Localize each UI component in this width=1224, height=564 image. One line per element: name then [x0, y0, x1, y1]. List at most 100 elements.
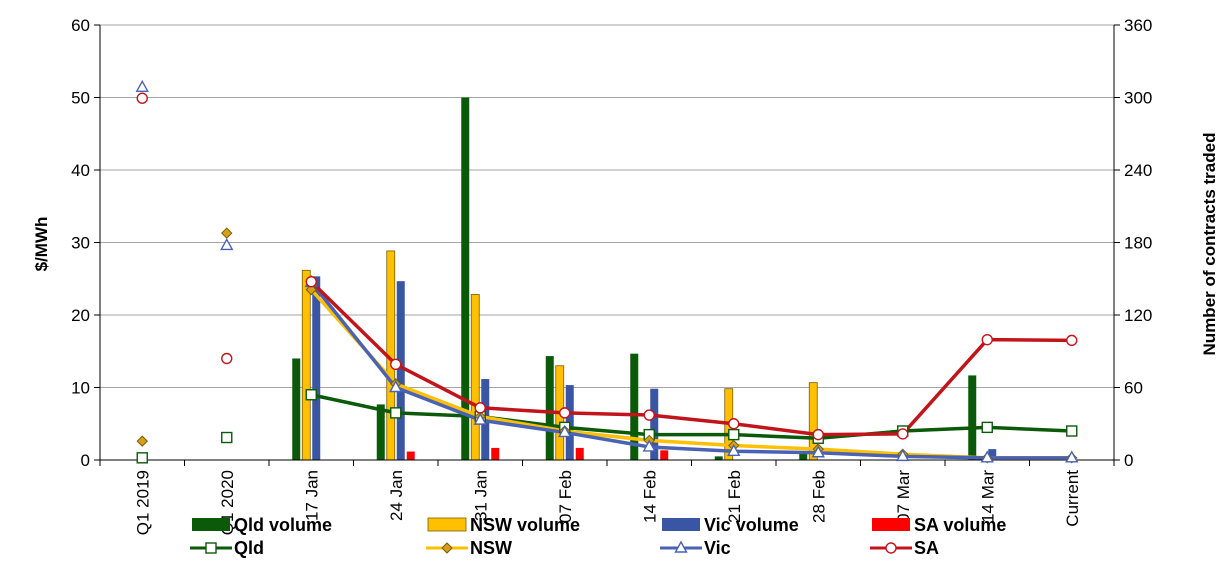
bar-sa-volume	[491, 447, 500, 460]
legend-marker-nsw	[441, 542, 453, 554]
point-sa	[1066, 334, 1078, 347]
point-qld	[1066, 425, 1078, 437]
point-vic	[980, 450, 994, 463]
y2-tick-label: 60	[1124, 379, 1143, 398]
y-tick-label: 60	[71, 16, 90, 35]
legend-marker-sa	[885, 542, 897, 554]
x-tick-label: 14 Feb	[640, 470, 659, 523]
point-sa	[897, 428, 909, 440]
bar-qld-volume	[461, 97, 470, 460]
y-axis-title: $/MWh	[32, 217, 51, 272]
y-tick-label: 10	[71, 379, 90, 398]
legend-label: NSW volume	[470, 515, 580, 535]
legend-swatch-vic-volume	[662, 518, 700, 531]
point-sa	[728, 418, 740, 430]
point-sa	[643, 409, 655, 421]
bar-vic-volume	[312, 276, 321, 460]
bar-vic-volume	[650, 388, 659, 460]
y2-tick-label: 180	[1124, 234, 1152, 253]
y2-tick-label: 0	[1124, 451, 1133, 470]
x-tick-label: 24 Jan	[387, 470, 406, 521]
point-nsw	[136, 435, 148, 447]
line-qld	[310, 393, 1072, 440]
y-tick-label: 20	[71, 306, 90, 325]
legend-label: SA volume	[914, 515, 1006, 535]
point-nsw	[221, 227, 233, 239]
point-vic	[220, 237, 234, 251]
y2-tick-label: 240	[1124, 161, 1152, 180]
y-tick-label: 40	[71, 161, 90, 180]
legend: Qld volume NSW volume Vic volume SA volume Q…	[190, 515, 1006, 558]
point-qld	[390, 407, 402, 419]
y2-tick-label: 360	[1124, 16, 1152, 35]
point-sa	[559, 407, 571, 419]
legend-swatch-sa-volume	[872, 518, 910, 531]
point-vic	[896, 448, 910, 462]
legend-swatch-qld-volume	[192, 518, 230, 531]
x-tick-label: 21 Feb	[725, 470, 744, 523]
y2-tick-label: 120	[1124, 306, 1152, 325]
point-vic	[558, 424, 572, 438]
bar-qld-volume	[630, 353, 639, 460]
point-qld	[305, 389, 317, 401]
bar-vic-volume	[396, 281, 405, 460]
y-tick-label: 0	[81, 451, 90, 470]
bar-nsw-volume	[301, 269, 311, 461]
legend-label: Qld volume	[234, 515, 332, 535]
x-tick-label: Current	[1063, 470, 1082, 527]
bar-sa-volume	[406, 451, 415, 460]
point-vic	[473, 412, 487, 425]
point-qld	[136, 452, 148, 464]
point-sa	[136, 92, 148, 104]
point-vic	[811, 445, 825, 458]
legend-marker-qld	[205, 542, 217, 554]
point-sa	[981, 333, 993, 346]
y-tick-label: 30	[71, 234, 90, 253]
point-qld	[728, 428, 740, 441]
bar-qld-volume	[376, 404, 385, 460]
point-vic	[389, 380, 403, 393]
point-sa	[305, 275, 317, 288]
y-tick-label: 50	[71, 89, 90, 108]
legend-marker-vic	[674, 540, 688, 553]
bar-sa-volume	[575, 447, 584, 460]
point-sa	[221, 352, 233, 365]
point-qld	[221, 431, 233, 444]
point-qld	[981, 421, 993, 434]
x-tick-label: 31 Jan	[471, 470, 490, 521]
price-lines	[135, 79, 1079, 464]
bar-qld-volume	[292, 358, 301, 460]
point-vic	[642, 439, 656, 452]
legend-label: SA	[914, 538, 939, 558]
line-vic	[309, 281, 1072, 460]
x-tick-label: 07 Mar	[894, 470, 913, 523]
y2-axis-title: Number of contracts traded	[1200, 133, 1219, 356]
point-sa	[390, 358, 402, 370]
point-nsw	[305, 283, 317, 296]
axes	[94, 24, 1120, 466]
bar-qld-volume	[545, 356, 554, 460]
legend-label: Qld	[234, 538, 264, 558]
point-vic	[1065, 450, 1079, 463]
x-tick-label: 17 Jan	[302, 470, 321, 521]
gridlines	[100, 24, 1114, 388]
bar-qld-volume	[799, 453, 808, 460]
x-tick-label: Q1 2019	[133, 470, 152, 535]
y2-tick-label: 300	[1124, 89, 1152, 108]
point-sa	[812, 428, 824, 441]
legend-label: NSW	[470, 538, 512, 558]
line-sa	[310, 280, 1072, 437]
legend-swatch-nsw-volume	[427, 517, 467, 532]
point-vic	[135, 79, 149, 93]
x-tick-label: 07 Feb	[556, 470, 575, 523]
legend-label: Vic	[704, 538, 731, 558]
x-tick-label: 28 Feb	[809, 470, 828, 523]
legend-label: Vic volume	[704, 515, 799, 535]
bar-nsw-volume	[470, 294, 480, 461]
x-tick-label: 14 Mar	[978, 470, 997, 523]
bar-qld-volume	[714, 456, 723, 460]
point-sa	[474, 402, 486, 414]
bar-qld-volume	[968, 375, 977, 460]
